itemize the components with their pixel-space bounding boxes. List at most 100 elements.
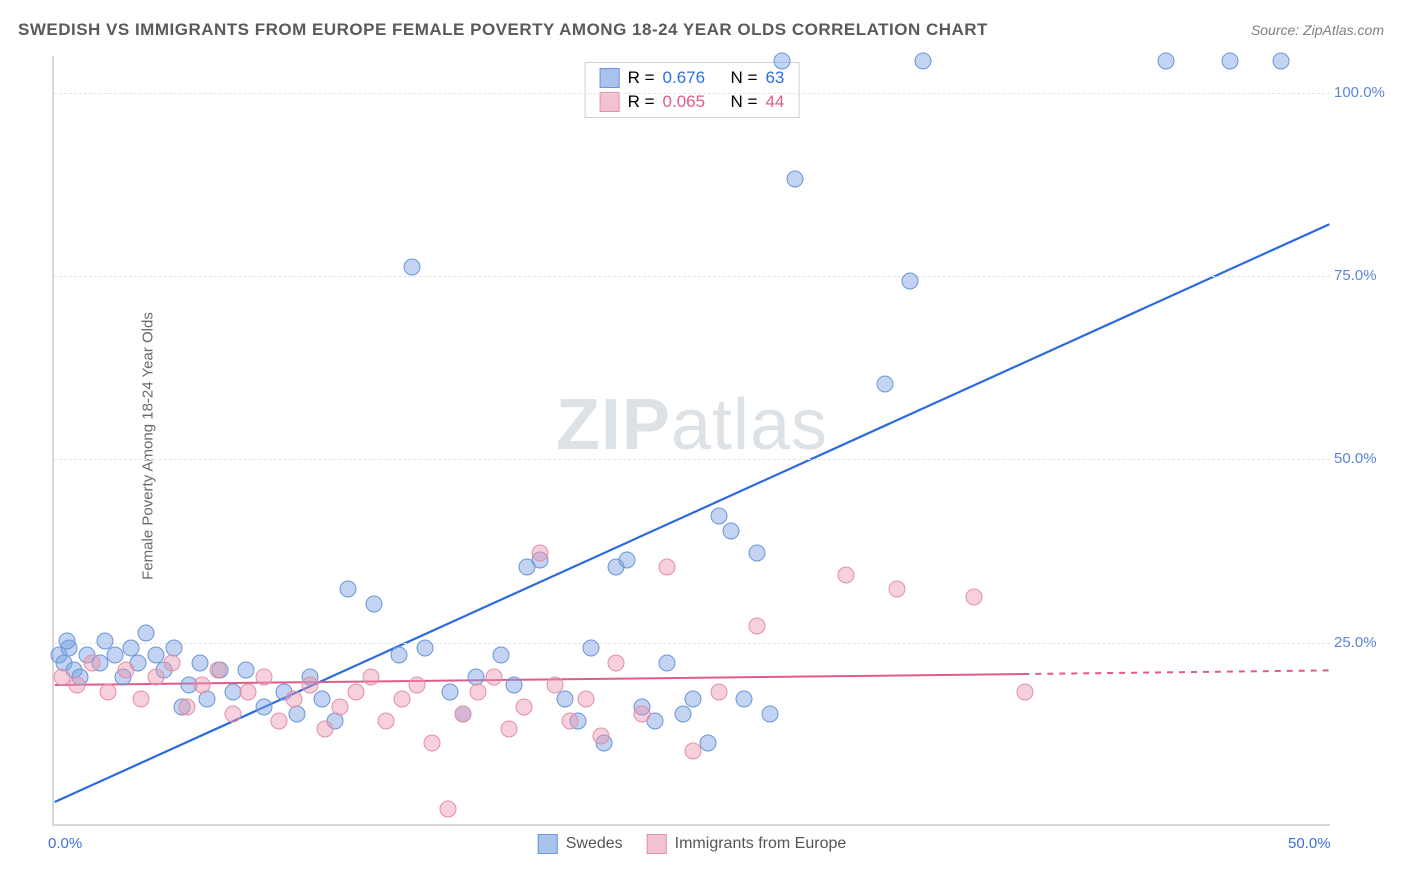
x-tick-label: 0.0% — [48, 835, 82, 852]
data-point — [685, 691, 702, 708]
correlation-legend: R = 0.676 N = 63 R = 0.065 N = 44 — [585, 62, 800, 118]
data-point — [787, 170, 804, 187]
y-tick-label: 100.0% — [1334, 84, 1394, 101]
n-value-swedes: 63 — [765, 68, 784, 88]
data-point — [240, 684, 257, 701]
data-point — [148, 669, 165, 686]
n-value-immigrants: 44 — [765, 92, 784, 112]
data-point — [347, 684, 364, 701]
swatch-immigrants — [600, 92, 620, 112]
data-point — [362, 669, 379, 686]
data-point — [774, 53, 791, 70]
y-tick-label: 75.0% — [1334, 267, 1394, 284]
data-point — [408, 676, 425, 693]
data-point — [163, 654, 180, 671]
y-tick-label: 50.0% — [1334, 450, 1394, 467]
data-point — [416, 640, 433, 657]
n-label: N = — [731, 68, 758, 88]
data-point — [889, 581, 906, 598]
data-point — [736, 691, 753, 708]
gridline — [54, 459, 1330, 460]
data-point — [966, 588, 983, 605]
plot-area: ZIPatlas R = 0.676 N = 63 R = 0.065 N = … — [52, 56, 1330, 826]
data-point — [117, 662, 134, 679]
data-point — [138, 625, 155, 642]
data-point — [69, 676, 86, 693]
source-attribution: Source: ZipAtlas.com — [1251, 22, 1384, 38]
data-point — [365, 596, 382, 613]
data-point — [314, 691, 331, 708]
data-point — [316, 720, 333, 737]
data-point — [659, 654, 676, 671]
swatch-swedes — [538, 834, 558, 854]
gridline — [54, 93, 1330, 94]
r-label: R = — [628, 68, 655, 88]
legend-label-immigrants: Immigrants from Europe — [675, 835, 847, 853]
data-point — [255, 669, 272, 686]
data-point — [618, 552, 635, 569]
swatch-immigrants — [647, 834, 667, 854]
legend-item-swedes: Swedes — [538, 834, 623, 854]
data-point — [84, 654, 101, 671]
data-point — [748, 544, 765, 561]
data-point — [608, 654, 625, 671]
data-point — [393, 691, 410, 708]
data-point — [710, 508, 727, 525]
data-point — [516, 698, 533, 715]
n-label: N = — [731, 92, 758, 112]
data-point — [1017, 684, 1034, 701]
data-point — [500, 720, 517, 737]
data-point — [1272, 53, 1289, 70]
data-point — [876, 376, 893, 393]
chart-title: SWEDISH VS IMMIGRANTS FROM EUROPE FEMALE… — [18, 20, 988, 40]
data-point — [674, 706, 691, 723]
data-point — [506, 676, 523, 693]
data-point — [915, 53, 932, 70]
data-point — [237, 662, 254, 679]
data-point — [1221, 53, 1238, 70]
data-point — [748, 618, 765, 635]
data-point — [403, 258, 420, 275]
data-point — [557, 691, 574, 708]
data-point — [442, 684, 459, 701]
data-point — [546, 676, 563, 693]
data-point — [424, 735, 441, 752]
data-point — [439, 801, 456, 818]
data-point — [761, 706, 778, 723]
data-point — [391, 647, 408, 664]
r-value-immigrants: 0.065 — [663, 92, 706, 112]
data-point — [58, 632, 75, 649]
data-point — [685, 742, 702, 759]
data-point — [191, 654, 208, 671]
data-point — [485, 669, 502, 686]
data-point — [199, 691, 216, 708]
data-point — [332, 698, 349, 715]
data-point — [378, 713, 395, 730]
data-point — [592, 728, 609, 745]
data-point — [531, 544, 548, 561]
data-point — [1157, 53, 1174, 70]
r-value-swedes: 0.676 — [663, 68, 706, 88]
data-point — [454, 706, 471, 723]
r-label: R = — [628, 92, 655, 112]
data-point — [209, 662, 226, 679]
data-point — [301, 676, 318, 693]
gridline — [54, 643, 1330, 644]
data-point — [288, 706, 305, 723]
x-tick-label: 50.0% — [1288, 835, 1331, 852]
data-point — [902, 273, 919, 290]
gridline — [54, 276, 1330, 277]
data-point — [723, 522, 740, 539]
data-point — [700, 735, 717, 752]
data-point — [255, 698, 272, 715]
trend-lines-layer — [54, 56, 1330, 824]
data-point — [838, 566, 855, 583]
data-point — [132, 691, 149, 708]
data-point — [224, 706, 241, 723]
data-point — [562, 713, 579, 730]
data-point — [493, 647, 510, 664]
data-point — [582, 640, 599, 657]
data-point — [286, 691, 303, 708]
data-point — [710, 684, 727, 701]
swatch-swedes — [600, 68, 620, 88]
